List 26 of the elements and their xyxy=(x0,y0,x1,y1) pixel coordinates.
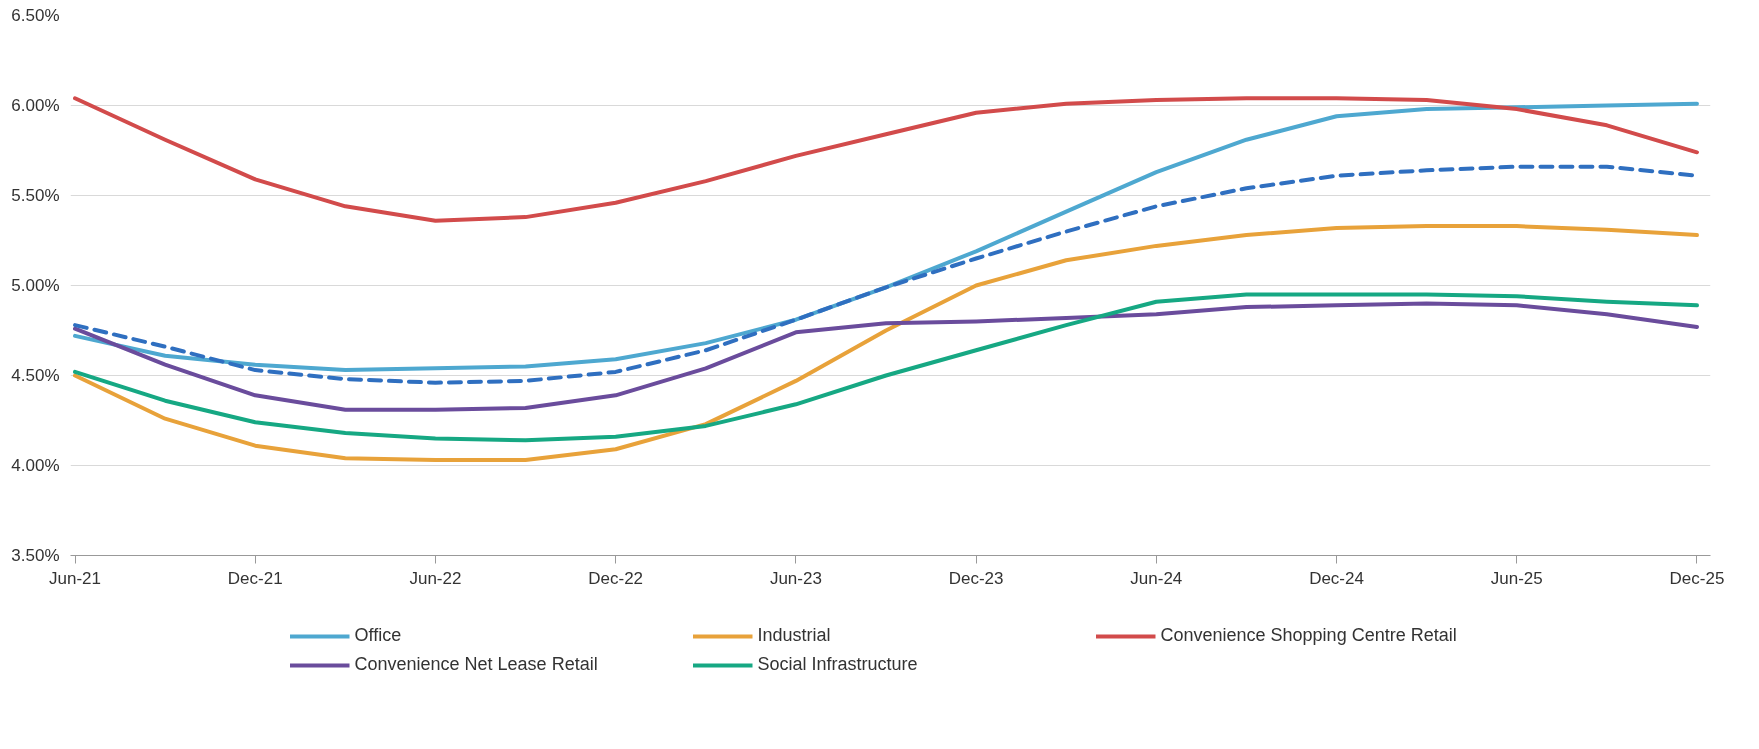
y-tick-label: 6.50% xyxy=(11,6,60,25)
legend-label: Office xyxy=(354,625,403,646)
x-tick-label: Jun-21 xyxy=(49,568,101,588)
x-tick-label: Dec-25 xyxy=(1669,568,1725,588)
line-series xyxy=(73,96,1699,223)
x-tick-label: Dec-23 xyxy=(948,568,1004,588)
legend-label: Convenience Shopping Centre Retail xyxy=(1160,625,1458,646)
line-series xyxy=(73,301,1699,412)
y-tick-label: 5.50% xyxy=(11,186,60,205)
x-tick-label: Jun-22 xyxy=(409,568,462,588)
y-tick-label: 4.00% xyxy=(11,456,60,475)
x-tick-label: Jun-25 xyxy=(1490,568,1543,588)
x-tick-label: Jun-24 xyxy=(1130,568,1183,588)
legend-label: Convenience Net Lease Retail xyxy=(354,654,599,675)
y-tick-label: 5.00% xyxy=(11,276,60,295)
y-tick-label: 4.50% xyxy=(11,366,60,385)
x-tick-label: Dec-24 xyxy=(1309,568,1364,588)
legend-label: Social Infrastructure xyxy=(757,654,919,675)
legend-label: Industrial xyxy=(757,625,832,646)
line-series xyxy=(73,224,1699,463)
x-tick-label: Dec-22 xyxy=(588,568,644,588)
line-series xyxy=(73,292,1699,443)
x-tick-label: Jun-23 xyxy=(769,568,822,588)
y-tick-label: 6.00% xyxy=(11,96,60,115)
y-tick-label: 3.50% xyxy=(11,546,60,565)
x-tick-label: Dec-21 xyxy=(227,568,283,588)
